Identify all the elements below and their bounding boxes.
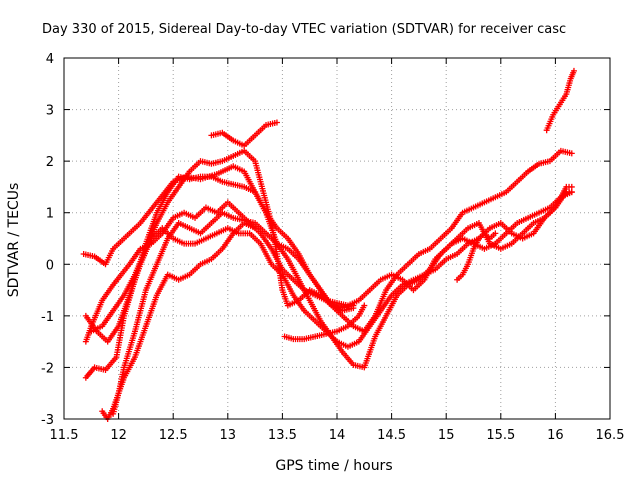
y-axis-label: SDTVAR / TECUs <box>6 183 22 298</box>
y-tick-label: 2 <box>46 155 54 170</box>
x-tick-label: 16 <box>547 428 564 443</box>
data-point-marker <box>252 225 259 232</box>
data-point-marker <box>361 302 368 309</box>
data-point-marker <box>492 230 499 237</box>
data-point-marker <box>568 183 575 190</box>
x-tick-label: 13 <box>220 428 237 443</box>
x-axis-label: GPS time / hours <box>275 458 392 474</box>
data-point-marker <box>273 119 280 126</box>
series-track-7 <box>99 220 259 422</box>
series-layer <box>80 67 577 422</box>
series-track-9 <box>281 302 368 343</box>
x-tick-label: 12 <box>110 428 127 443</box>
data-point-marker <box>570 67 577 74</box>
tick-layer: 11.5 12 12.5 13 13.5 14 14.5 15 15.5 16 16.5-3-2-1… <box>41 52 624 443</box>
x-tick-label: 15.5 <box>486 428 515 443</box>
y-tick-label: 3 <box>46 104 54 119</box>
data-point-marker <box>568 150 575 157</box>
series-track-8 <box>208 119 280 149</box>
series-track-10 <box>454 230 499 283</box>
series-track-5 <box>88 147 357 335</box>
series-track-11 <box>543 67 577 134</box>
chart-title: Day 330 of 2015, Sidereal Day-to-day VTE… <box>42 22 566 37</box>
x-tick-label: 16.5 <box>596 428 625 443</box>
x-tick-label: 11.5 <box>50 428 79 443</box>
y-tick-label: 4 <box>46 52 54 67</box>
y-tick-label: 0 <box>46 258 54 273</box>
data-point-marker <box>350 305 357 312</box>
y-tick-label: -3 <box>41 413 54 428</box>
y-tick-label: -2 <box>41 361 54 376</box>
x-tick-label: 15 <box>438 428 455 443</box>
x-tick-label: 14 <box>329 428 346 443</box>
x-tick-label: 13.5 <box>268 428 297 443</box>
y-tick-label: -1 <box>41 310 54 325</box>
plot-frame <box>63 57 611 420</box>
x-tick-label: 12.5 <box>159 428 188 443</box>
y-tick-label: 1 <box>46 207 54 222</box>
grid-layer <box>64 58 610 419</box>
data-point-marker <box>568 189 575 196</box>
x-tick-label: 14.5 <box>377 428 406 443</box>
